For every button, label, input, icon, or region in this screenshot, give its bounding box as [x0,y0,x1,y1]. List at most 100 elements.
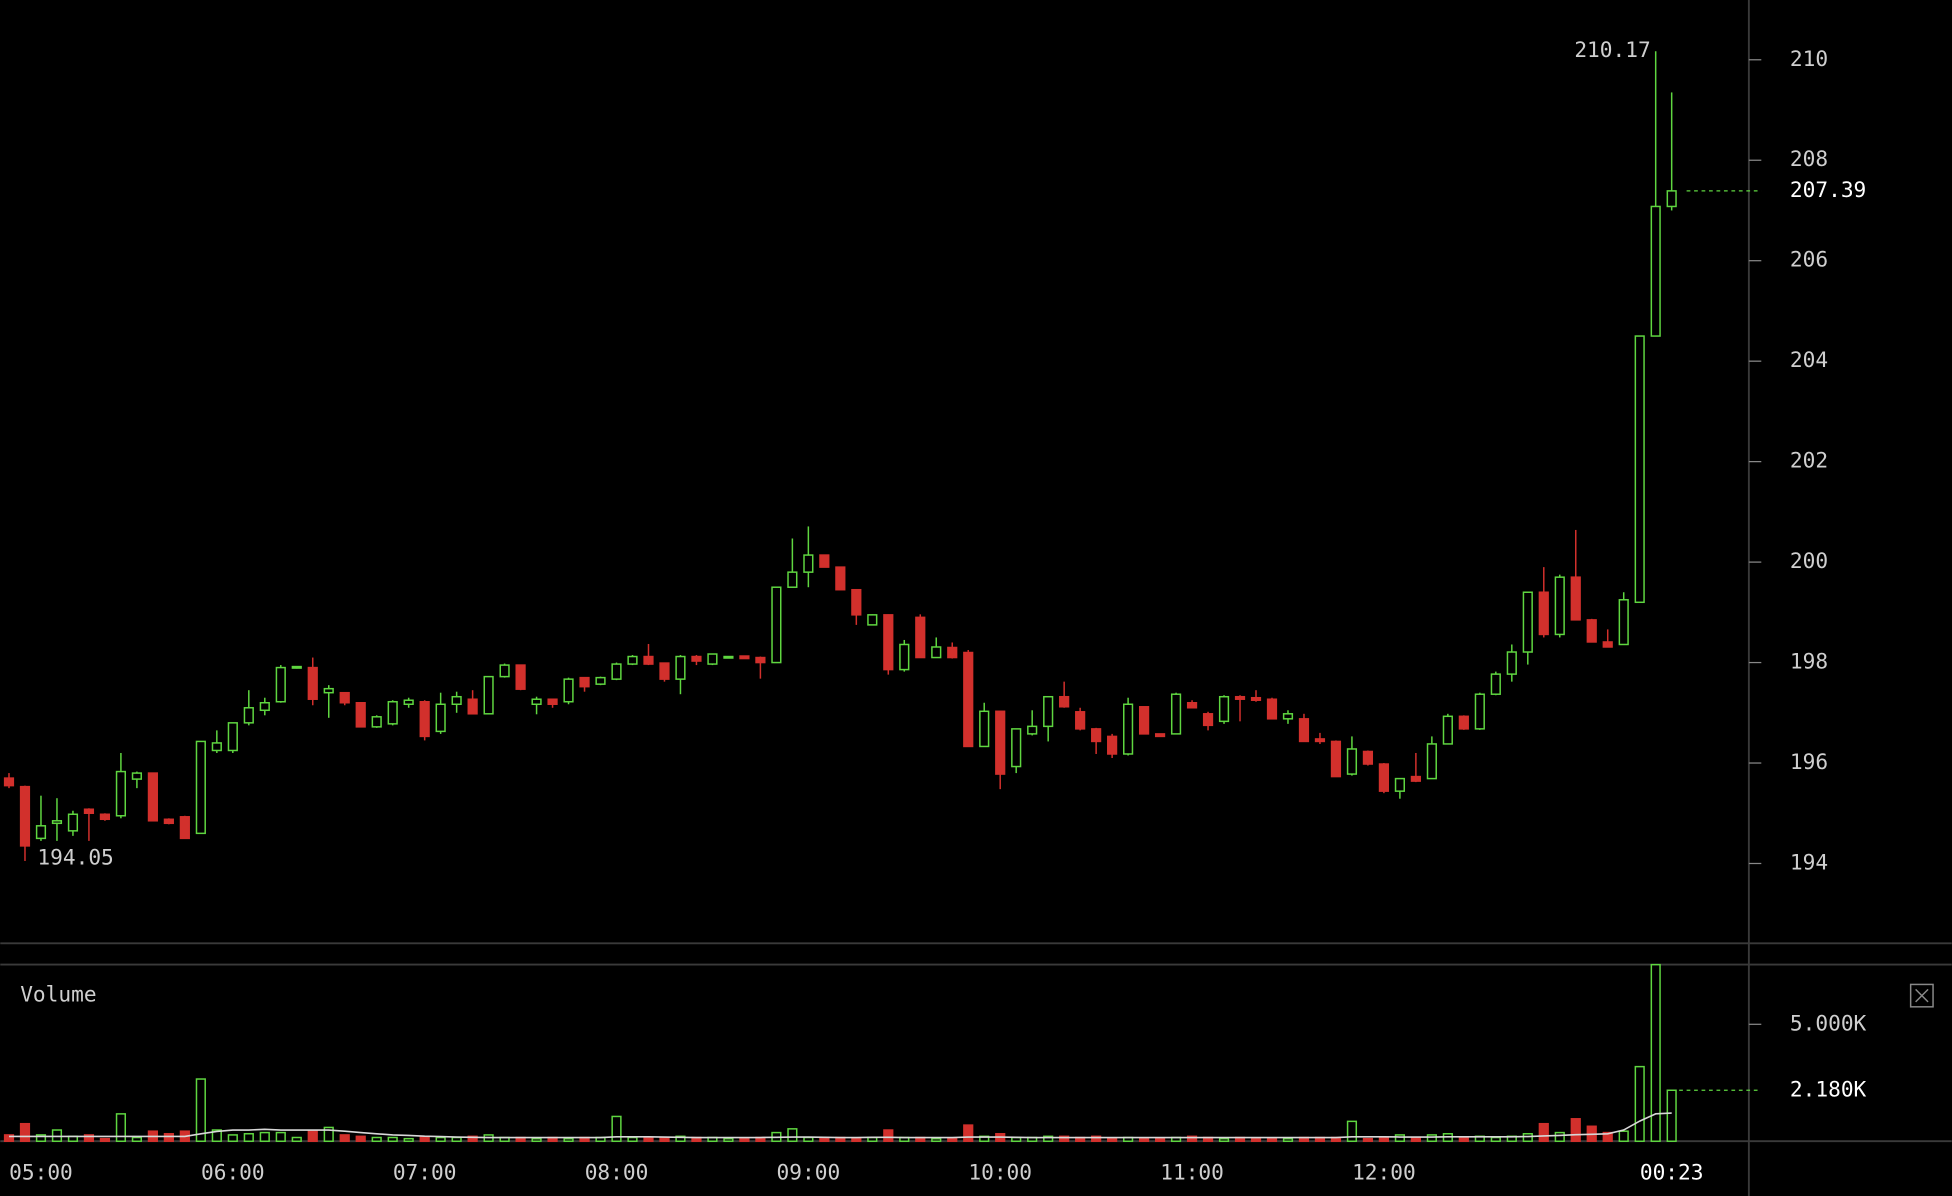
candle-body [643,655,654,665]
candle-body [1011,728,1022,768]
candle-body [883,614,894,671]
y-tick-label: 200 [1790,548,1828,573]
candle-body [1442,715,1453,745]
candle-body [1538,591,1549,636]
volume-bar [803,1136,814,1142]
volume-bar [323,1126,334,1142]
close-icon[interactable] [1915,988,1929,1003]
volume-bar [1043,1135,1054,1142]
y-tick-label: 5.000K [1790,1010,1867,1035]
candle-body [819,554,830,568]
candle-body [1202,713,1214,727]
y-tick-label: 210 [1790,46,1828,71]
volume-bar [1602,1131,1613,1142]
volume-bar [1538,1122,1549,1142]
candle-body [1346,748,1358,775]
volume-bar [787,1128,798,1142]
candle-body [1602,641,1613,648]
candle-body [675,655,686,680]
candle-body [1075,711,1086,730]
candle-body [243,707,254,724]
volume-bar [131,1136,142,1142]
volume-bar [307,1130,318,1142]
volume-bar [211,1129,222,1142]
volume-bar [1570,1118,1581,1142]
candle-body [179,816,190,840]
candle-body [35,825,47,840]
volume-bar [1554,1131,1565,1142]
candle-body [563,678,574,703]
candle-body [323,687,334,694]
candle-body [1586,619,1597,643]
candle-body [115,770,127,817]
volume-bar [1522,1133,1533,1142]
candle-body [803,554,814,573]
volume-bar [243,1133,254,1142]
volume-bar [387,1136,398,1142]
volume-bar [931,1137,942,1142]
volume-bar [659,1136,670,1142]
candle-body [1506,651,1517,675]
candle-body [195,740,206,835]
volume-bar [355,1135,366,1142]
candle-body [1186,702,1198,709]
volume-bar [1282,1137,1294,1142]
volume-bar [275,1131,286,1142]
volume-bar [1154,1137,1166,1142]
candle-body [1107,735,1118,755]
volume-bar [1218,1137,1230,1142]
x-tick-label: 07:00 [393,1160,457,1185]
candle-body [595,676,606,685]
candle-body [163,818,174,825]
candle-body [307,666,318,700]
candle-body [611,663,622,680]
volume-bar [83,1134,95,1142]
candle-body [499,664,510,678]
low-label: 194.05 [37,844,113,869]
y-tick-label: 202 [1790,448,1828,473]
candle-body [1218,695,1230,723]
volume-bar [195,1078,206,1142]
x-tick-label: 11:00 [1160,1160,1224,1185]
candle-body [1298,718,1310,743]
volume-bar [1186,1135,1198,1142]
candle-body [1618,599,1629,646]
x-tick-label: 05:00 [9,1160,73,1185]
candle-body [291,665,302,669]
candle-body [995,710,1006,775]
candle-body [755,656,766,664]
candle-body [1458,715,1469,730]
candle-body [419,700,430,738]
close-button[interactable] [1909,983,1934,1008]
pane-title: Volume [20,982,96,1007]
candle-body [99,813,111,821]
candle-body [1666,190,1677,208]
candle-body [275,666,286,703]
volume-bar [611,1115,622,1142]
x-tick-label: 12:00 [1352,1160,1416,1185]
volume-bar [947,1137,958,1142]
volume-bar [1059,1135,1070,1142]
candle-body [1059,695,1070,708]
volume-bar [1394,1134,1405,1142]
y-tick-label: 194 [1790,849,1828,874]
volume-bar [435,1136,446,1142]
volume-bar [627,1136,638,1142]
candle-body [515,664,526,690]
volume-bar [451,1136,462,1142]
candle-body [51,820,63,825]
candle-body [835,566,846,591]
close-box[interactable] [1909,983,1934,1008]
volume-bar [3,1134,15,1142]
candle-body [1634,335,1645,604]
candle-body [403,699,414,706]
volume-bar [99,1137,111,1142]
volume-bar [563,1137,574,1142]
x-tick-label: 09:00 [777,1160,841,1185]
volume-bar [163,1133,174,1142]
candle-body [19,785,31,847]
candle-body [531,698,542,706]
candle-body [1250,696,1262,701]
candle-body [1138,706,1150,735]
volume-bar [339,1134,350,1142]
